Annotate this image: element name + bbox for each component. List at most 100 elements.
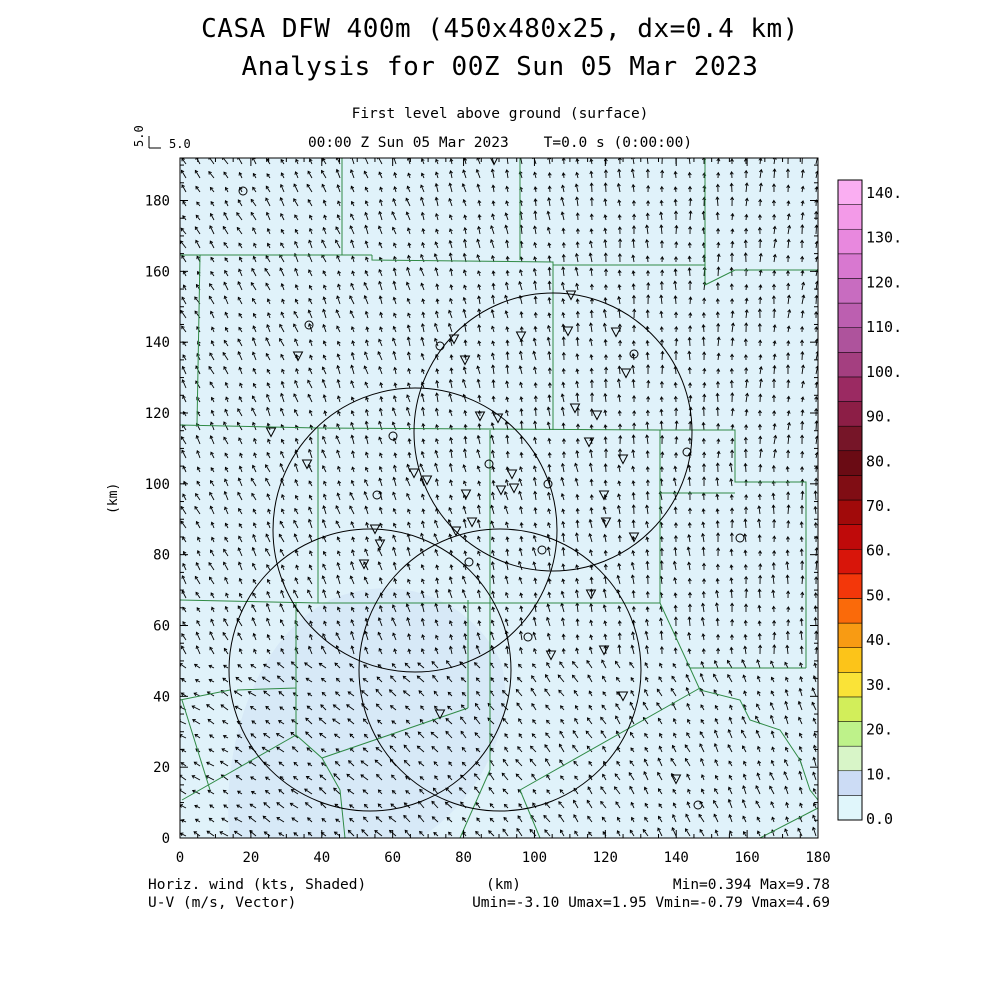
wind-vector-head [193, 692, 198, 696]
wind-vector [488, 787, 495, 795]
wind-vector-head [266, 578, 271, 583]
wind-vector [238, 243, 243, 249]
wind-vector [263, 664, 271, 669]
wind-vector [194, 664, 201, 669]
wind-vector-head [533, 256, 538, 260]
wind-vector-head [543, 814, 547, 819]
wind-vector [617, 817, 621, 823]
wind-vector [731, 424, 734, 431]
wind-vector-head [533, 280, 538, 285]
wind-vector-head [448, 831, 452, 836]
wind-vector-head [491, 184, 496, 189]
wind-vector [656, 688, 663, 697]
wind-vector [365, 257, 369, 263]
wind-vector [644, 759, 649, 767]
wind-vector [449, 214, 453, 221]
wind-vector [604, 436, 607, 445]
wind-vector [309, 534, 313, 543]
wind-vector-head [308, 436, 313, 441]
wind-vector-head [431, 816, 436, 820]
wind-vector-head [407, 382, 411, 387]
wind-vector [323, 355, 327, 361]
wind-vector [492, 283, 495, 291]
wind-vector-head [631, 491, 636, 496]
wind-vector [576, 533, 579, 543]
wind-vector-head [392, 491, 396, 496]
wind-vector-head [308, 367, 312, 372]
wind-vector [702, 227, 705, 235]
wind-vector [309, 564, 313, 571]
wind-vector-head [561, 532, 566, 537]
wind-vector [263, 733, 271, 739]
station-triangle [450, 526, 462, 537]
wind-vector-head [266, 564, 270, 568]
wind-vector [238, 437, 243, 445]
wind-vector [450, 564, 453, 571]
wind-vector [319, 787, 327, 795]
wind-vector-head [503, 816, 508, 821]
wind-vector [463, 394, 467, 403]
wind-vector-head [756, 659, 761, 663]
wind-vector [575, 267, 579, 277]
wind-vector [548, 438, 551, 445]
wind-vector [646, 256, 649, 263]
wind-vector-head [589, 213, 594, 218]
wind-vector [547, 522, 551, 529]
wind-vector-head [813, 521, 818, 526]
wind-vector-head [191, 789, 196, 794]
wind-vector-head [335, 748, 340, 752]
wind-vector-head [448, 604, 452, 608]
wind-vector-head [729, 634, 734, 638]
wind-vector-head [461, 589, 466, 593]
wind-vector [617, 830, 621, 837]
wind-vector-head [660, 269, 665, 273]
wind-vector-head [505, 606, 509, 611]
wind-vector-head [475, 168, 480, 173]
wind-vector [657, 827, 663, 837]
wind-vector-head [561, 311, 566, 316]
wind-vector [435, 647, 439, 655]
wind-vector [294, 268, 299, 277]
wind-vector-head [505, 434, 510, 439]
wind-vector-head [364, 408, 369, 413]
wind-vector-head [266, 521, 271, 526]
wind-vector [445, 801, 453, 809]
wind-vector-head [219, 831, 224, 835]
wind-vector [576, 619, 579, 627]
wind-vector-head [335, 505, 340, 509]
wind-vector-head [645, 255, 650, 260]
wind-vector-head [519, 451, 524, 456]
wind-vector [629, 830, 635, 837]
wind-vector-head [266, 617, 270, 622]
wind-vector [604, 463, 607, 473]
wind-vector-head [196, 607, 201, 611]
wind-vector-head [603, 392, 608, 397]
wind-vector-head [194, 678, 199, 683]
wind-vector [675, 225, 677, 235]
wind-vector [644, 803, 649, 809]
wind-vector-head [687, 366, 692, 371]
wind-vector [391, 733, 397, 739]
wind-vector [251, 268, 257, 277]
wind-vector [351, 365, 355, 375]
wind-vector-head [630, 677, 635, 681]
wind-vector [490, 631, 495, 641]
wind-vector-head [715, 493, 720, 498]
wind-vector [562, 648, 565, 655]
wind-vector-head [800, 560, 805, 564]
wind-vector-head [713, 689, 718, 693]
wind-vector-head [224, 257, 229, 261]
wind-vector [220, 704, 229, 711]
wind-vector-head [420, 520, 425, 525]
wind-vector-head [687, 577, 692, 582]
wind-vector-head [575, 380, 580, 385]
wind-vector [631, 645, 635, 655]
station-triangle [617, 691, 629, 702]
wind-vector-head [659, 662, 663, 667]
wind-vector-head [307, 589, 311, 594]
wind-vector-head [238, 535, 242, 540]
wind-vector [660, 478, 663, 487]
wind-vector [643, 717, 649, 725]
wind-vector [632, 255, 635, 263]
wind-vector [815, 647, 818, 655]
